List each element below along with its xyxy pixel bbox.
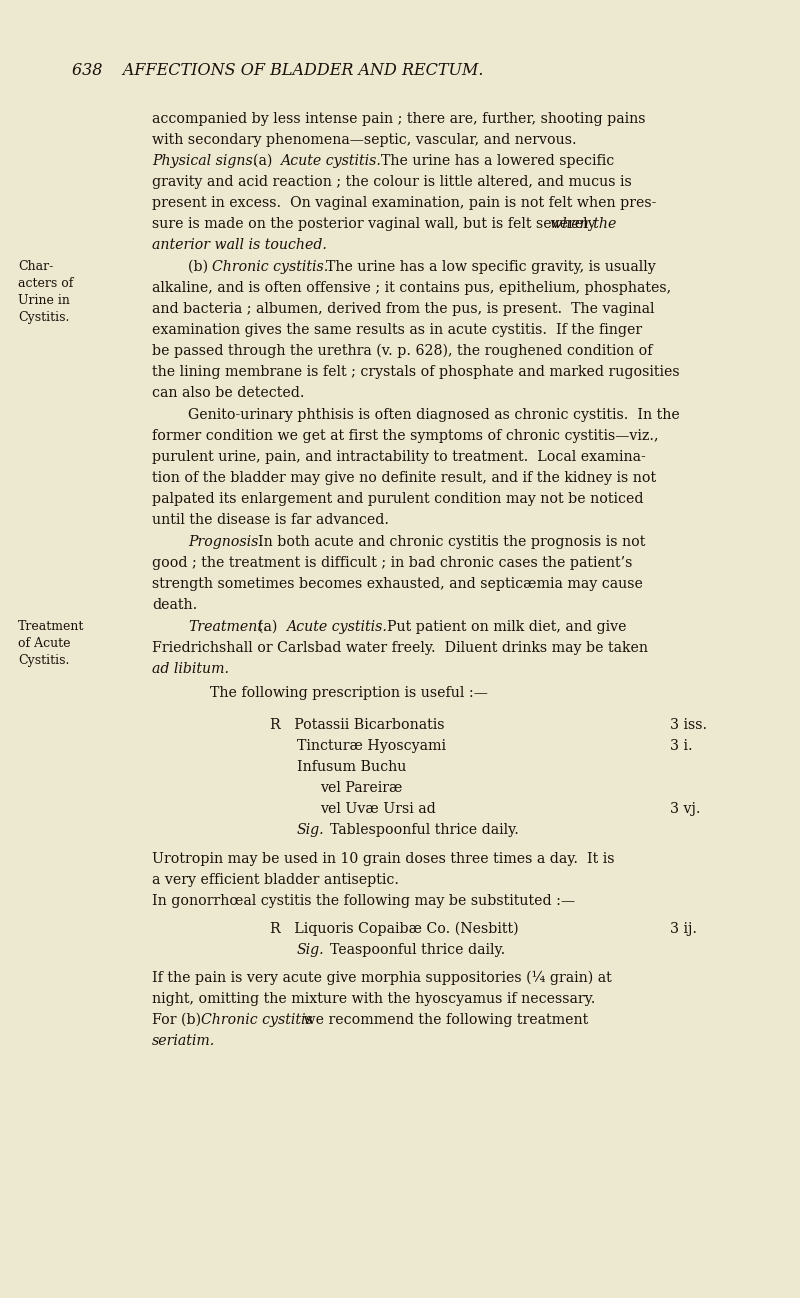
Text: 3 i.: 3 i.	[670, 739, 693, 753]
Text: Treatment: Treatment	[18, 620, 84, 633]
Text: Infusum Buchu: Infusum Buchu	[297, 761, 406, 774]
Text: can also be detected.: can also be detected.	[152, 386, 305, 400]
Text: If the pain is very acute give morphia suppositories (¼ grain) at: If the pain is very acute give morphia s…	[152, 971, 612, 985]
Text: The following prescription is useful :—: The following prescription is useful :—	[210, 687, 488, 700]
Text: 3 ij.: 3 ij.	[670, 922, 697, 936]
Text: vel Pareiræ: vel Pareiræ	[320, 781, 402, 794]
Text: In gonorrhœal cystitis the following may be substituted :—: In gonorrhœal cystitis the following may…	[152, 894, 575, 909]
Text: alkaline, and is often offensive ; it contains pus, epithelium, phosphates,: alkaline, and is often offensive ; it co…	[152, 280, 671, 295]
Text: present in excess.  On vaginal examination, pain is not felt when pres-: present in excess. On vaginal examinatio…	[152, 196, 656, 210]
Text: gravity and acid reaction ; the colour is little altered, and mucus is: gravity and acid reaction ; the colour i…	[152, 175, 632, 190]
Text: Physical signs.: Physical signs.	[152, 154, 258, 167]
Text: Chronic cystitis: Chronic cystitis	[201, 1012, 313, 1027]
Text: Cystitis.: Cystitis.	[18, 312, 70, 324]
Text: (a): (a)	[244, 154, 277, 167]
Text: anterior wall is touched.: anterior wall is touched.	[152, 238, 327, 252]
Text: 3 iss.: 3 iss.	[670, 718, 707, 732]
Text: former condition we get at first the symptoms of chronic cystitis—viz.,: former condition we get at first the sym…	[152, 430, 658, 443]
Text: The urine has a lowered specific: The urine has a lowered specific	[372, 154, 614, 167]
Text: examination gives the same results as in acute cystitis.  If the finger: examination gives the same results as in…	[152, 323, 642, 337]
Text: a very efficient bladder antiseptic.: a very efficient bladder antiseptic.	[152, 874, 399, 887]
Text: 638    AFFECTIONS OF BLADDER AND RECTUM.: 638 AFFECTIONS OF BLADDER AND RECTUM.	[72, 62, 483, 79]
Text: (b): (b)	[188, 260, 213, 274]
Text: of Acute: of Acute	[18, 637, 70, 650]
Text: sure is made on the posterior vaginal wall, but is felt severely: sure is made on the posterior vaginal wa…	[152, 217, 600, 231]
Text: ad libitum.: ad libitum.	[152, 662, 229, 676]
Text: Genito-urinary phthisis is often diagnosed as chronic cystitis.  In the: Genito-urinary phthisis is often diagnos…	[188, 408, 680, 422]
Text: tion of the bladder may give no definite result, and if the kidney is not: tion of the bladder may give no definite…	[152, 471, 656, 485]
Text: we recommend the following treatment: we recommend the following treatment	[299, 1012, 588, 1027]
Text: Sig.: Sig.	[297, 944, 325, 957]
Text: In both acute and chronic cystitis the prognosis is not: In both acute and chronic cystitis the p…	[250, 535, 646, 549]
Text: Teaspoonful thrice daily.: Teaspoonful thrice daily.	[322, 944, 506, 957]
Text: The urine has a low specific gravity, is usually: The urine has a low specific gravity, is…	[317, 260, 655, 274]
Text: good ; the treatment is difficult ; in bad chronic cases the patient’s: good ; the treatment is difficult ; in b…	[152, 556, 632, 570]
Text: Cystitis.: Cystitis.	[18, 654, 70, 667]
Text: For (b): For (b)	[152, 1012, 206, 1027]
Text: R   Potassii Bicarbonatis: R Potassii Bicarbonatis	[270, 718, 445, 732]
Text: Tincturæ Hyoscyami: Tincturæ Hyoscyami	[297, 739, 446, 753]
Text: Put patient on milk diet, and give: Put patient on milk diet, and give	[378, 620, 626, 633]
Text: the lining membrane is felt ; crystals of phosphate and marked rugosities: the lining membrane is felt ; crystals o…	[152, 365, 680, 379]
Text: purulent urine, pain, and intractability to treatment.  Local examina-: purulent urine, pain, and intractability…	[152, 450, 646, 463]
Text: be passed through the urethra (v. p. 628), the roughened condition of: be passed through the urethra (v. p. 628…	[152, 344, 653, 358]
Text: with secondary phenomena—septic, vascular, and nervous.: with secondary phenomena—septic, vascula…	[152, 132, 577, 147]
Text: R   Liquoris Copaibæ Co. (Nesbitt): R Liquoris Copaibæ Co. (Nesbitt)	[270, 922, 518, 936]
Text: night, omitting the mixture with the hyoscyamus if necessary.: night, omitting the mixture with the hyo…	[152, 992, 595, 1006]
Text: vel Uvæ Ursi ad: vel Uvæ Ursi ad	[320, 802, 436, 816]
Text: until the disease is far advanced.: until the disease is far advanced.	[152, 513, 389, 527]
Text: Char-: Char-	[18, 260, 54, 273]
Text: Chronic cystitis.: Chronic cystitis.	[213, 260, 329, 274]
Text: Treatment.: Treatment.	[188, 620, 267, 633]
Text: Acute cystitis.: Acute cystitis.	[281, 154, 382, 167]
Text: Urotropin may be used in 10 grain doses three times a day.  It is: Urotropin may be used in 10 grain doses …	[152, 851, 614, 866]
Text: Sig.: Sig.	[297, 823, 325, 837]
Text: acters of: acters of	[18, 276, 74, 289]
Text: when the: when the	[550, 217, 616, 231]
Text: Acute cystitis.: Acute cystitis.	[286, 620, 386, 633]
Text: 3 vj.: 3 vj.	[670, 802, 701, 816]
Text: Friedrichshall or Carlsbad water freely.  Diluent drinks may be taken: Friedrichshall or Carlsbad water freely.…	[152, 641, 648, 655]
Text: palpated its enlargement and purulent condition may not be noticed: palpated its enlargement and purulent co…	[152, 492, 643, 506]
Text: strength sometimes becomes exhausted, and septicæmia may cause: strength sometimes becomes exhausted, an…	[152, 578, 643, 591]
Text: death.: death.	[152, 598, 198, 611]
Text: seriatim.: seriatim.	[152, 1035, 215, 1047]
Text: (a): (a)	[250, 620, 282, 633]
Text: Prognosis.: Prognosis.	[188, 535, 263, 549]
Text: and bacteria ; albumen, derived from the pus, is present.  The vaginal: and bacteria ; albumen, derived from the…	[152, 302, 654, 315]
Text: accompanied by less intense pain ; there are, further, shooting pains: accompanied by less intense pain ; there…	[152, 112, 646, 126]
Text: Urine in: Urine in	[18, 295, 70, 308]
Text: Tablespoonful thrice daily.: Tablespoonful thrice daily.	[322, 823, 519, 837]
